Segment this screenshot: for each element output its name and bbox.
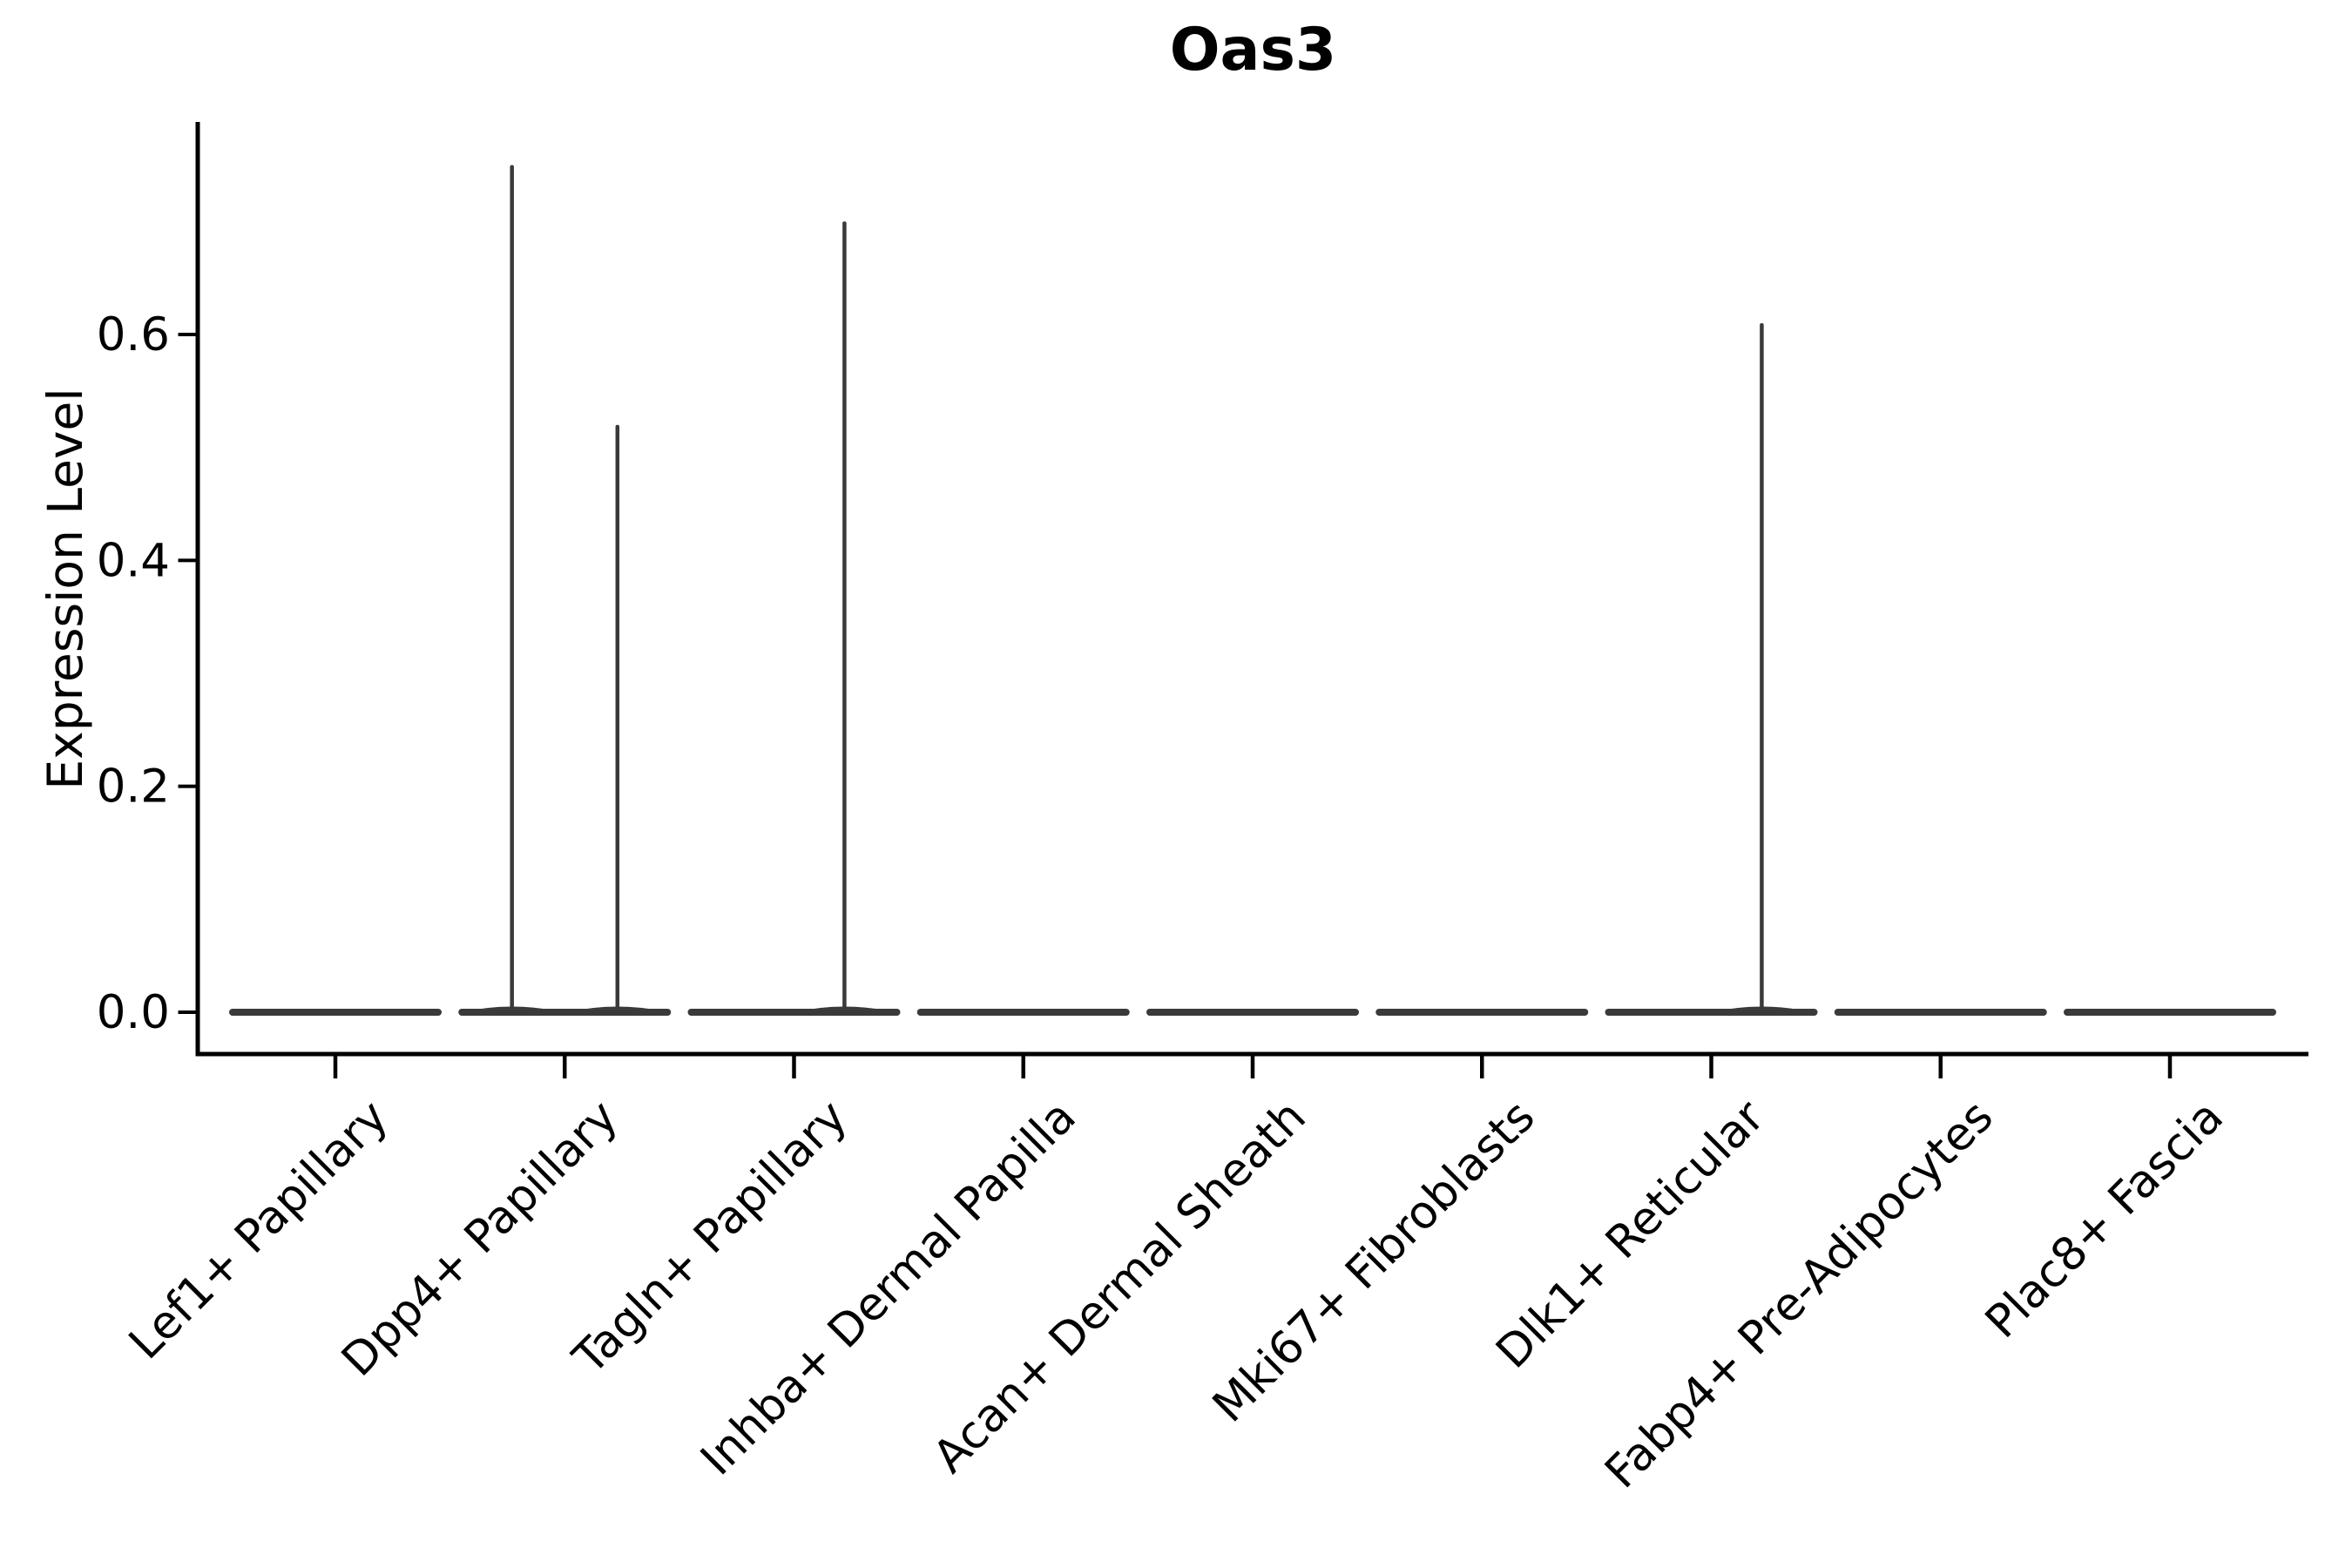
y-tick-label: 0.6	[97, 308, 170, 362]
y-tick	[178, 332, 196, 336]
x-tick	[563, 1056, 567, 1078]
violin-body	[1375, 1009, 1589, 1016]
x-tick	[1709, 1056, 1713, 1078]
violin-spike	[842, 221, 847, 1012]
y-tick-label: 0.0	[97, 986, 170, 1039]
chart-title: Oas3	[1169, 16, 1337, 84]
x-axis-spine	[195, 1051, 2308, 1057]
x-tick	[1021, 1056, 1025, 1078]
x-tick	[792, 1056, 796, 1078]
y-axis-spine	[195, 122, 200, 1057]
violin-body	[458, 1009, 672, 1016]
violin-body	[1146, 1009, 1359, 1016]
y-tick	[178, 1010, 196, 1014]
violin-body	[229, 1009, 442, 1016]
x-tick	[1480, 1056, 1484, 1078]
violin-body	[1605, 1009, 1818, 1016]
violin-spike	[1760, 323, 1764, 1012]
y-tick	[178, 784, 196, 788]
violin-body	[687, 1009, 901, 1016]
y-tick	[178, 558, 196, 563]
x-tick	[1938, 1056, 1943, 1078]
y-tick-label: 0.2	[97, 760, 170, 814]
violin-body	[1834, 1009, 2047, 1016]
y-tick-label: 0.4	[97, 534, 170, 587]
violin-body	[916, 1009, 1130, 1016]
violin-spike	[510, 165, 514, 1013]
x-tick	[333, 1056, 338, 1078]
violin-body	[2064, 1009, 2276, 1016]
x-tick	[1250, 1056, 1255, 1078]
x-tick	[2167, 1056, 2173, 1078]
violin-spike	[615, 424, 620, 1012]
